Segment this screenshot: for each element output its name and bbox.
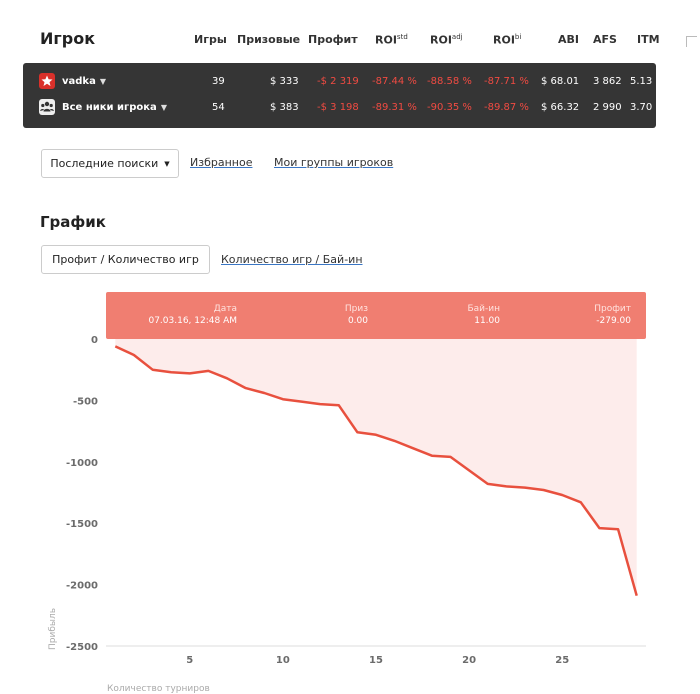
tooltip-date-value: 07.03.16, 12:48 AM xyxy=(148,316,237,326)
tooltip-profit-label: Профит xyxy=(594,304,631,314)
x-axis-label: Количество турниров xyxy=(107,684,210,694)
y-tick-label: -500 xyxy=(73,396,98,407)
y-tick-label: 0 xyxy=(91,335,98,346)
y-tick-label: -2500 xyxy=(66,642,98,653)
tooltip-prize-label: Приз xyxy=(345,304,368,314)
x-tick-label: 15 xyxy=(369,655,383,666)
y-axis-label: Прибыль xyxy=(48,608,58,650)
tooltip-prize-value: 0.00 xyxy=(348,316,368,326)
y-tick-label: -1500 xyxy=(66,519,98,530)
x-tick-label: 10 xyxy=(276,655,290,666)
x-tick-label: 20 xyxy=(462,655,476,666)
tooltip-buyin-label: Бай-ин xyxy=(467,304,500,314)
chart-area xyxy=(115,339,636,596)
x-tick-label: 5 xyxy=(186,655,193,666)
tooltip-buyin-value: 11.00 xyxy=(474,316,500,326)
y-ticks: 0 -500 -1000 -1500 -2000 -2500 xyxy=(66,335,98,653)
x-tick-label: 25 xyxy=(555,655,569,666)
tooltip-date-label: Дата xyxy=(214,304,237,314)
tooltip-profit-value: -279.00 xyxy=(596,316,631,326)
x-ticks: 5 10 15 20 25 xyxy=(186,655,569,666)
y-tick-label: -1000 xyxy=(66,458,98,469)
y-tick-label: -2000 xyxy=(66,581,98,592)
